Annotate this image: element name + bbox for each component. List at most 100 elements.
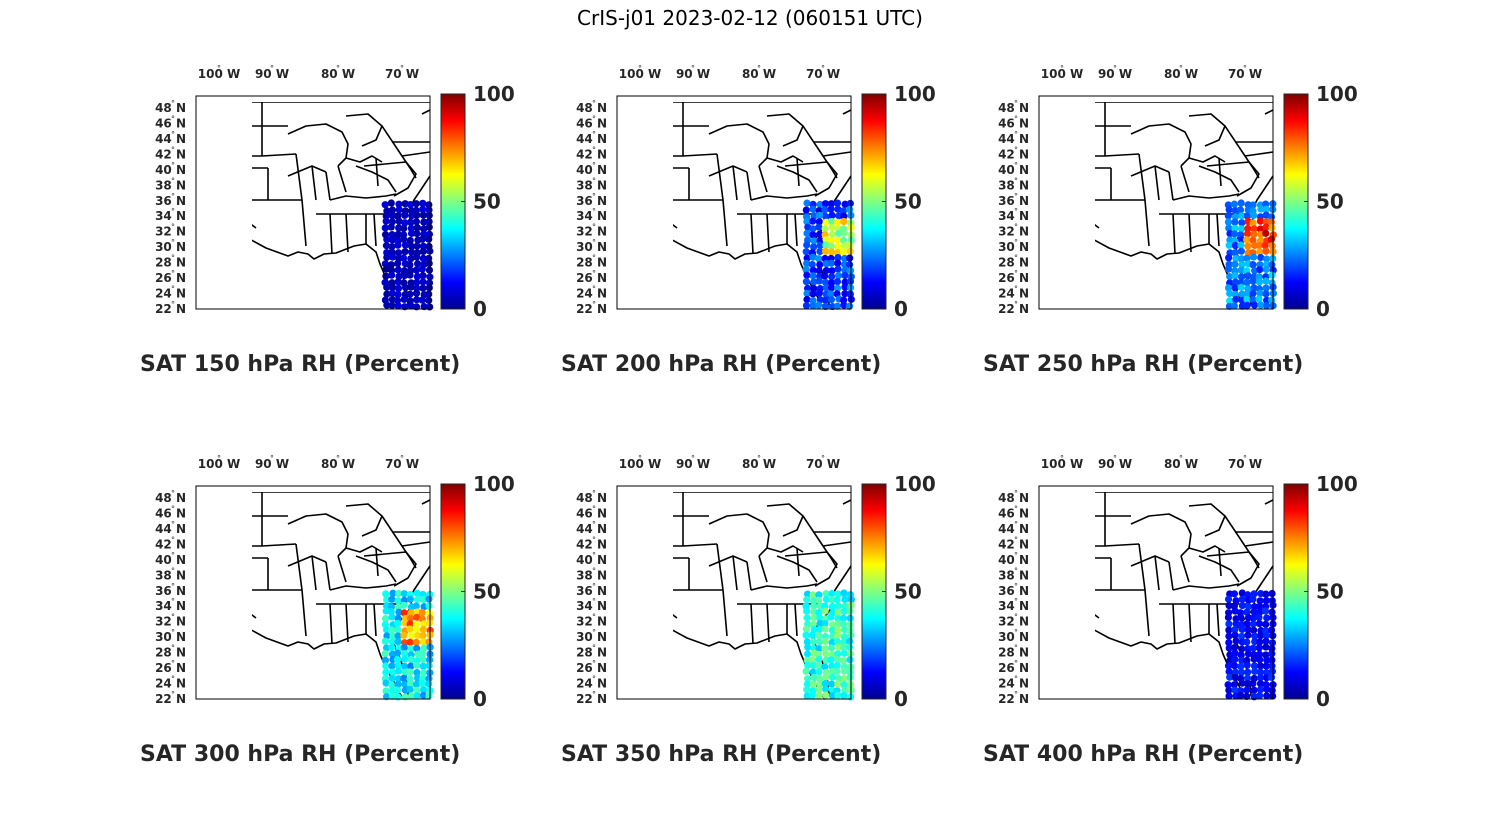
rh-point [822,247,830,255]
rh-point [841,266,849,274]
rh-point [840,217,848,226]
rh-point [406,271,414,279]
lat-tick-label: 44 N [576,522,607,536]
rh-point [413,668,421,677]
colorbar-tick-label: 100 [1316,82,1358,106]
rh-point [809,272,817,280]
degree-mark: ° [171,192,175,201]
rh-point [1237,212,1246,220]
map-svg: 100 W° 90 W° 80 W° 70 W°48 N°46 N°44 N°42 N… [576,454,936,711]
lat-tick-label: 36 N [998,584,1029,598]
rh-point [1244,242,1252,250]
lon-tick-label: 80 W [321,67,355,81]
rh-point [394,266,402,274]
degree-mark: ° [1014,207,1018,216]
degree-mark: ° [592,176,596,185]
rh-point [828,230,836,239]
rh-point [1256,638,1264,646]
rh-point [846,673,854,682]
lat-tick-label: 40 N [998,553,1029,567]
rh-point [406,685,414,694]
rh-point [407,692,416,700]
rh-point [419,211,427,219]
rh-point [1231,631,1239,639]
rh-point [387,607,395,616]
degree-mark: ° [1014,99,1018,108]
lat-tick-label: 34 N [155,599,186,613]
degree-mark: ° [171,675,175,684]
rh-point [413,626,421,634]
rh-point [846,607,854,615]
rh-point [419,596,427,604]
rh-point [382,693,391,701]
colorbar-tick-label: 50 [894,580,922,604]
rh-point [1249,261,1257,269]
degree-mark: ° [171,269,175,278]
colorbar-tick-label: 0 [894,297,908,321]
lat-tick-label: 36 N [576,194,607,208]
colorbar-tick-label: 50 [1316,580,1344,604]
rh-point [828,273,836,281]
rh-point [401,241,410,249]
rh-point [827,284,836,292]
rh-point [406,625,414,633]
degree-mark: ° [1014,285,1018,294]
map-svg: 100 W° 90 W° 80 W° 70 W°48 N°46 N°44 N°42 N… [998,64,1358,321]
rh-point [1268,589,1276,598]
lat-tick-label: 26 N [576,661,607,675]
rh-point [1262,631,1271,640]
degree-mark: ° [592,207,596,216]
map-panel: 100 W ° 90 W ° 80 W ° 70 W ° 48 N ° 46 N ° 44 N ° 42 N… [140,64,530,410]
rh-point [407,283,415,291]
lat-tick-label: 38 N [576,568,607,582]
rh-point [1232,254,1240,263]
rh-point [388,681,396,689]
rh-point [382,217,390,225]
degree-mark: ° [592,597,596,606]
rh-point [406,680,414,688]
degree-mark: ° [1113,454,1117,463]
rh-point [834,590,842,598]
rh-point [803,686,811,694]
lat-tick-label: 48 N [998,101,1029,115]
rh-point [1225,644,1233,652]
rh-point [804,643,812,651]
rh-point [383,253,391,261]
degree-mark: ° [592,285,596,294]
rh-point [828,673,837,681]
rh-point [1255,273,1263,281]
rh-point [1256,225,1265,233]
rh-point [1224,681,1232,689]
rh-point [846,277,855,286]
rh-point [388,692,397,700]
rh-point [803,254,811,262]
lat-tick-label: 32 N [155,615,186,629]
rh-point [407,229,416,238]
rh-point [1238,656,1246,665]
degree-mark: ° [171,285,175,294]
rh-point [841,686,849,694]
rh-point [1243,289,1251,297]
rh-point [1225,206,1233,214]
rh-point [419,272,427,280]
lat-tick-label: 28 N [998,256,1029,270]
colorbar-tick-label: 100 [894,472,936,496]
rh-point [821,607,829,615]
rh-point [1231,260,1239,268]
rh-point [395,272,403,281]
rh-point [829,621,837,629]
rh-point [407,218,415,227]
rh-point [803,607,811,615]
rh-point [381,656,390,664]
rh-point [388,301,396,310]
degree-mark: ° [1014,130,1018,139]
lon-tick-label: 90 W [676,67,710,81]
rh-point [394,302,402,310]
colorbar-tick-label: 0 [473,687,487,711]
rh-point [1256,248,1264,256]
rh-point [822,691,830,699]
rh-point [400,224,408,232]
rh-point [840,643,848,651]
rh-point [406,668,414,676]
rh-point [828,218,836,226]
